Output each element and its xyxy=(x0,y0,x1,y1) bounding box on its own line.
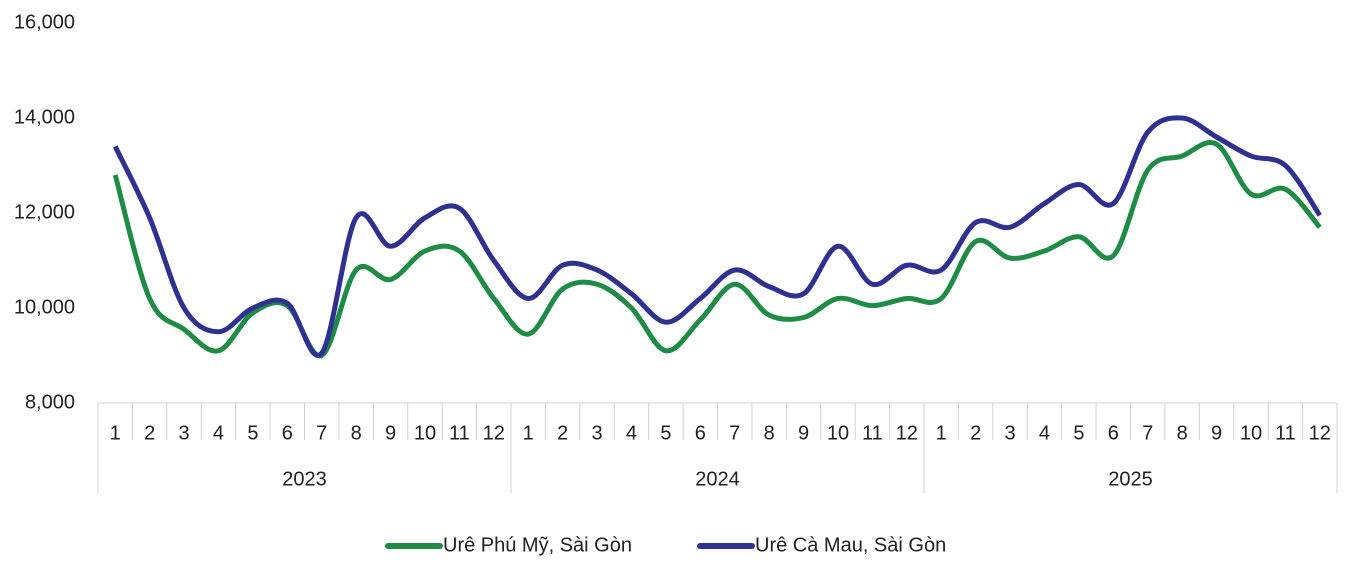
x-tick-label: 11 xyxy=(449,422,470,444)
x-tick-label: 5 xyxy=(660,422,671,444)
x-tick-label: 4 xyxy=(213,422,224,444)
x-tick-label: 11 xyxy=(862,422,883,444)
x-tick-label: 1 xyxy=(936,422,947,444)
x-tick-label: 12 xyxy=(483,422,505,444)
x-tick-label: 3 xyxy=(591,422,602,444)
x-tick-label: 9 xyxy=(1211,422,1222,444)
line-series xyxy=(112,140,1322,359)
x-tick-label: 8 xyxy=(1177,422,1188,444)
x-tick-label: 1 xyxy=(523,422,534,444)
line-series xyxy=(112,115,1322,358)
x-tick-label: 7 xyxy=(1142,422,1153,444)
x-tick-label: 9 xyxy=(385,422,396,444)
x-tick-label: 6 xyxy=(282,422,293,444)
x-tick-label: 2 xyxy=(557,422,568,444)
x-tick-label: 6 xyxy=(1108,422,1119,444)
x-tick-label: 4 xyxy=(1039,422,1050,444)
x-tick-label: 3 xyxy=(1004,422,1015,444)
group-label: 2024 xyxy=(695,468,740,490)
x-tick-label: 7 xyxy=(729,422,740,444)
group-label: 2025 xyxy=(1108,468,1153,490)
y-tick-label: 8,000 xyxy=(25,391,75,413)
x-tick-label: 6 xyxy=(695,422,706,444)
y-tick-label: 10,000 xyxy=(14,296,75,318)
legend-label: Urê Phú Mỹ, Sài Gòn xyxy=(443,534,632,556)
x-tick-label: 2 xyxy=(970,422,981,444)
x-tick-label: 10 xyxy=(414,422,436,444)
y-tick-label: 14,000 xyxy=(14,106,75,128)
x-tick-label: 2 xyxy=(144,422,155,444)
x-tick-label: 8 xyxy=(764,422,775,444)
x-tick-label: 11 xyxy=(1275,422,1296,444)
x-tick-label: 7 xyxy=(316,422,327,444)
x-tick-label: 10 xyxy=(827,422,849,444)
x-tick-label: 4 xyxy=(626,422,637,444)
x-tick-label: 8 xyxy=(351,422,362,444)
x-tick-label: 12 xyxy=(1309,422,1331,444)
x-tick-label: 3 xyxy=(178,422,189,444)
x-tick-label: 1 xyxy=(110,422,121,444)
group-label: 2023 xyxy=(282,468,327,490)
x-tick-label: 12 xyxy=(896,422,918,444)
x-tick-label: 10 xyxy=(1240,422,1262,444)
x-tick-label: 9 xyxy=(798,422,809,444)
x-tick-label: 5 xyxy=(247,422,258,444)
y-tick-label: 12,000 xyxy=(14,201,75,223)
y-tick-label: 16,000 xyxy=(14,11,75,33)
x-tick-label: 5 xyxy=(1073,422,1084,444)
legend-label: Urê Cà Mau, Sài Gòn xyxy=(755,534,946,556)
